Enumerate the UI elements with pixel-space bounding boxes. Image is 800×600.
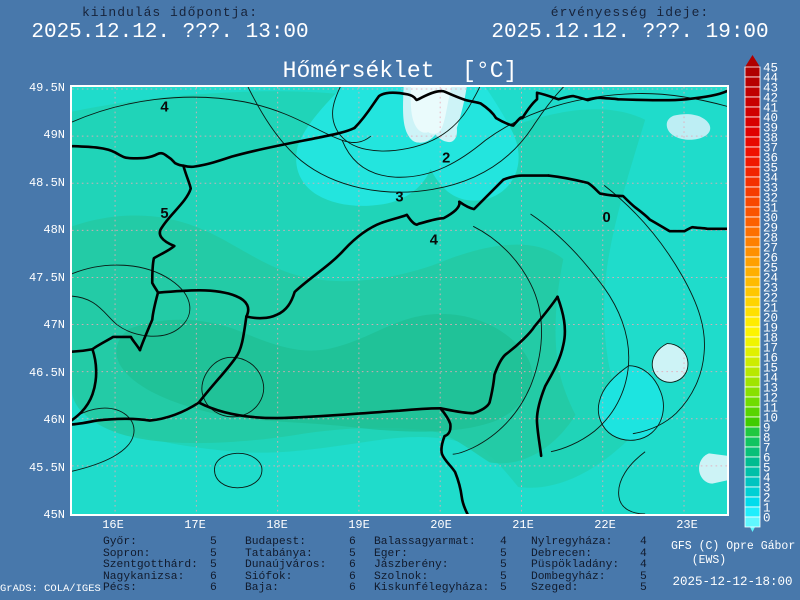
svg-text:47N: 47N [43,318,65,332]
svg-text:49.5N: 49.5N [29,81,65,95]
svg-text:48.5N: 48.5N [29,176,65,190]
svg-text:22E: 22E [594,518,616,532]
svg-text:49N: 49N [43,128,65,142]
svg-text:4: 4 [160,100,169,116]
svg-text:46.5N: 46.5N [29,366,65,380]
svg-text:3: 3 [395,190,403,206]
svg-text:16E: 16E [102,518,124,532]
svg-text:4: 4 [430,232,439,248]
svg-text:48N: 48N [43,223,65,237]
svg-text:5: 5 [160,206,168,222]
svg-text:20E: 20E [430,518,452,532]
svg-text:19E: 19E [348,518,370,532]
svg-text:2: 2 [442,150,450,166]
svg-text:0: 0 [603,210,611,226]
svg-text:21E: 21E [512,518,534,532]
svg-text:45.5N: 45.5N [29,461,65,475]
svg-text:46N: 46N [43,413,65,427]
svg-text:18E: 18E [266,518,288,532]
svg-text:23E: 23E [676,518,698,532]
svg-text:47.5N: 47.5N [29,271,65,285]
svg-text:17E: 17E [184,518,206,532]
svg-text:45N: 45N [43,508,65,522]
